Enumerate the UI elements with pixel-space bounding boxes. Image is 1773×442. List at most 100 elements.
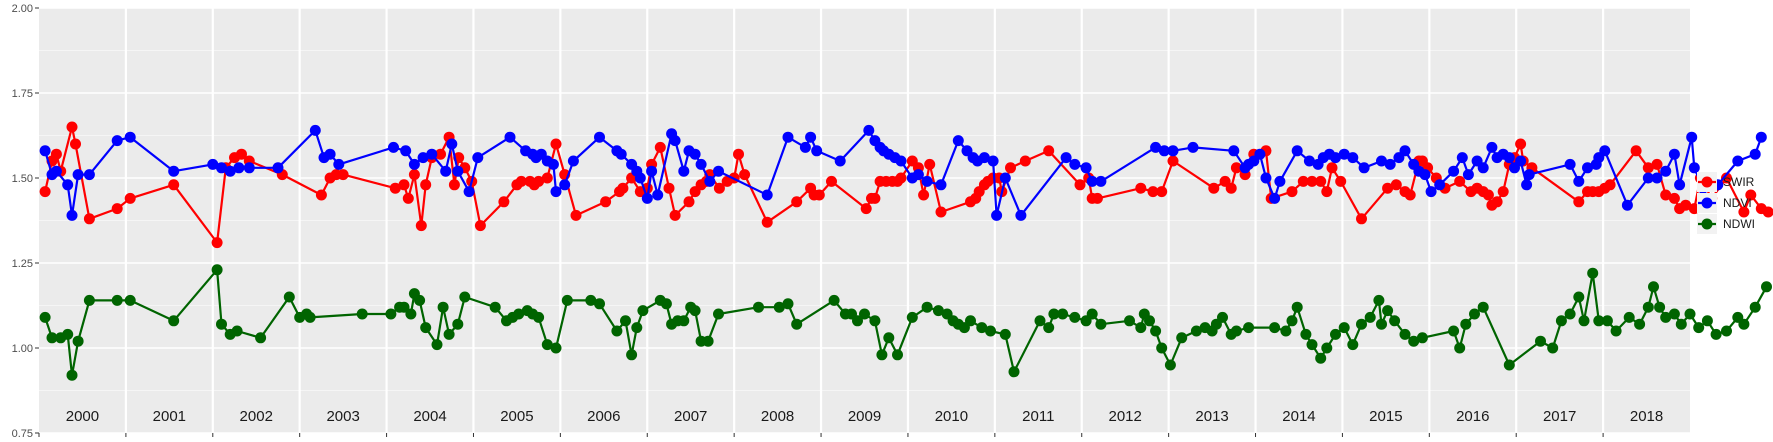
data-point-ndvi bbox=[124, 131, 136, 143]
data-point-ndwi bbox=[611, 325, 623, 337]
data-point-swir bbox=[924, 158, 936, 170]
data-point-swir bbox=[1745, 189, 1757, 201]
data-point-ndvi bbox=[1384, 158, 1396, 170]
data-point-ndvi bbox=[559, 179, 571, 191]
data-point-swir bbox=[1167, 155, 1179, 167]
data-point-ndvi bbox=[646, 165, 658, 177]
data-point-ndvi bbox=[1228, 145, 1240, 157]
data-point-ndvi bbox=[504, 131, 516, 143]
data-point-ndvi bbox=[999, 172, 1011, 184]
data-point-swir bbox=[1091, 192, 1103, 204]
data-point-ndwi bbox=[541, 339, 553, 351]
data-point-ndvi bbox=[1434, 179, 1446, 191]
data-point-ndwi bbox=[46, 332, 58, 344]
data-point-ndwi bbox=[304, 311, 316, 323]
year-label: 2002 bbox=[240, 408, 273, 425]
data-point-ndwi bbox=[1338, 322, 1350, 334]
legend-item-ndvi: NDVI bbox=[1697, 193, 1752, 213]
data-point-swir bbox=[860, 203, 872, 215]
data-point-ndvi bbox=[1399, 145, 1411, 157]
data-point-ndvi bbox=[761, 189, 773, 201]
data-point-ndwi bbox=[1634, 318, 1646, 330]
data-point-ndvi bbox=[233, 162, 245, 174]
data-point-ndwi bbox=[892, 349, 903, 361]
data-point-ndwi bbox=[921, 301, 933, 313]
data-point-swir bbox=[1043, 145, 1055, 157]
data-point-swir bbox=[1404, 189, 1416, 201]
year-label: 2000 bbox=[66, 408, 99, 425]
data-point-swir bbox=[1573, 196, 1585, 208]
data-point-ndvi bbox=[1755, 131, 1767, 143]
data-point-ndvi bbox=[978, 152, 990, 164]
data-point-swir bbox=[1497, 186, 1509, 198]
data-point-ndwi bbox=[1564, 308, 1576, 320]
data-point-ndwi bbox=[1376, 318, 1387, 330]
data-point-ndvi bbox=[689, 148, 701, 160]
data-point-swir bbox=[739, 169, 751, 181]
data-point-swir bbox=[1321, 186, 1333, 198]
data-point-ndvi bbox=[1686, 131, 1698, 143]
data-point-ndvi bbox=[713, 165, 724, 177]
data-point-swir bbox=[570, 209, 582, 221]
data-point-ndwi bbox=[1356, 318, 1367, 330]
data-point-ndwi bbox=[1389, 315, 1401, 327]
y-tick-label: 2.00 bbox=[12, 3, 33, 15]
data-point-ndwi bbox=[405, 308, 417, 320]
data-point-ndvi bbox=[1674, 179, 1686, 191]
data-point-ndvi bbox=[952, 135, 964, 147]
data-point-swir bbox=[402, 192, 414, 204]
data-point-swir bbox=[83, 213, 95, 225]
data-point-swir bbox=[683, 196, 695, 208]
data-point-swir bbox=[1147, 186, 1159, 198]
data-point-ndwi bbox=[111, 294, 123, 306]
data-point-ndvi bbox=[472, 152, 484, 164]
data-point-swir bbox=[1482, 189, 1494, 201]
data-point-swir bbox=[1156, 186, 1168, 198]
data-point-ndvi bbox=[66, 209, 78, 221]
data-point-ndvi bbox=[1330, 152, 1341, 164]
data-point-ndwi bbox=[356, 308, 368, 320]
data-point-ndwi bbox=[1738, 318, 1750, 330]
data-point-ndwi bbox=[594, 298, 605, 310]
y-tick-label: 1.75 bbox=[12, 88, 33, 100]
series-swir bbox=[39, 121, 1773, 249]
data-point-ndvi bbox=[1269, 192, 1281, 204]
data-point-ndwi bbox=[1578, 315, 1590, 327]
data-point-ndvi bbox=[634, 172, 646, 184]
data-point-ndwi bbox=[1048, 308, 1060, 320]
y-tick-label: 0.75 bbox=[12, 428, 33, 440]
data-point-ndvi bbox=[991, 209, 1003, 221]
data-point-ndwi bbox=[637, 305, 649, 317]
data-point-swir bbox=[474, 220, 486, 232]
data-point-ndvi bbox=[678, 165, 690, 177]
data-point-ndvi bbox=[1621, 199, 1633, 211]
data-point-ndvi bbox=[446, 138, 458, 150]
data-point-ndwi bbox=[626, 349, 638, 361]
data-point-swir bbox=[1604, 179, 1616, 191]
data-point-swir bbox=[869, 192, 881, 204]
data-point-swir bbox=[1738, 206, 1750, 218]
legend-marker bbox=[1701, 197, 1713, 209]
data-point-ndvi bbox=[111, 135, 123, 147]
data-point-ndwi bbox=[437, 301, 449, 313]
data-point-ndvi bbox=[1651, 172, 1663, 184]
data-point-ndvi bbox=[1521, 179, 1533, 191]
data-point-ndvi bbox=[1150, 141, 1162, 153]
data-point-ndvi bbox=[1015, 209, 1027, 221]
data-point-swir bbox=[1074, 179, 1086, 191]
data-point-ndwi bbox=[753, 301, 764, 313]
data-point-swir bbox=[1651, 158, 1663, 170]
data-point-swir bbox=[315, 189, 327, 201]
data-point-ndvi bbox=[895, 155, 907, 167]
year-label: 2017 bbox=[1543, 408, 1576, 425]
data-point-ndvi bbox=[216, 162, 227, 174]
data-point-ndwi bbox=[1291, 301, 1303, 313]
data-point-ndvi bbox=[1688, 162, 1700, 174]
data-point-ndvi bbox=[50, 165, 62, 177]
data-point-ndwi bbox=[255, 332, 267, 344]
data-point-swir bbox=[1315, 175, 1327, 187]
data-point-ndvi bbox=[207, 158, 219, 170]
legend-item-ndwi: NDWI bbox=[1697, 214, 1755, 234]
data-point-ndwi bbox=[1448, 325, 1460, 337]
data-point-ndvi bbox=[1358, 162, 1370, 174]
